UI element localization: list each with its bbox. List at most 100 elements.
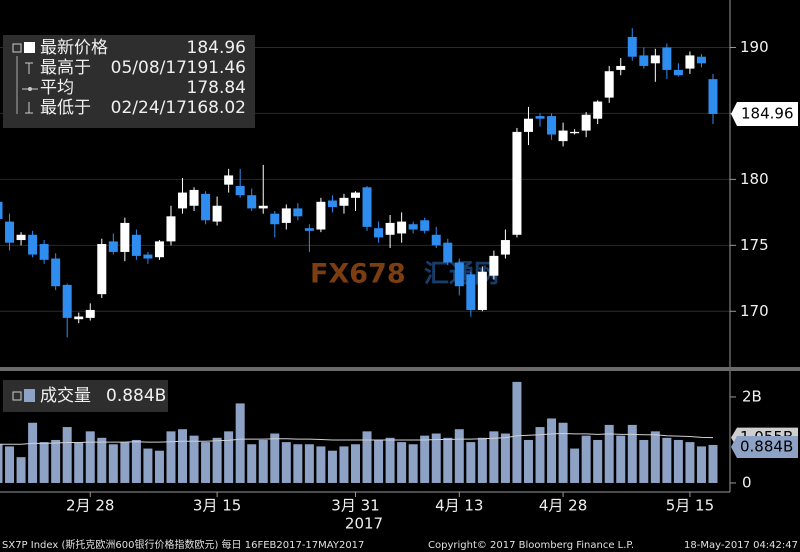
volume-bar [454,429,464,483]
volume-bar [489,431,499,483]
volume-label: 0.884B [740,437,793,455]
candle-body [570,131,580,134]
volume-bar [235,403,245,483]
volume-bar [189,435,199,483]
footer-middle: Copyright© 2017 Bloomberg Finance L.P. [428,540,634,551]
candle-body [581,114,591,131]
candle-body [51,258,61,287]
candle-body [558,130,568,142]
candle-body [362,187,372,227]
legend-date: 05/08/17 [111,58,187,78]
volume-bar [28,422,38,483]
volume-bar [593,439,603,483]
candle-body [120,222,130,252]
x-tick-label: 4月 13 [435,497,483,515]
candle-body [489,255,499,276]
candle-body [74,316,84,320]
candle-body [547,116,557,135]
legend-label: 最高于 [40,58,91,78]
footer-left: SX7P Index (斯托克欧洲600银行价格指数欧元) 每日 16FEB20… [2,538,364,551]
volume-bar [62,427,72,483]
candle-body [385,222,395,235]
candle-body [293,208,303,217]
candle-body [316,201,326,230]
legend-icon [24,42,35,53]
candle-body [108,241,118,252]
candle-body [512,131,522,235]
candle-body [685,55,695,69]
candle-body [189,189,199,206]
x-tick-label: 4月 28 [539,497,587,515]
candle-body [154,241,164,258]
candle-body [178,192,188,209]
candle-body [339,197,349,206]
volume-bar [708,444,718,483]
volume-bar [500,433,510,483]
volume-bar [397,442,407,483]
volume-bar [627,424,637,483]
volume-bar [420,435,430,483]
candle-body [281,208,291,223]
legend-toggle [12,391,22,401]
volume-bar [327,450,337,483]
volume-bar [293,444,303,483]
candle-body [500,240,510,255]
candle-body [466,274,476,310]
volume-bar [178,429,188,483]
candle-body [304,228,314,231]
volume-bar [339,446,349,483]
year-label: 2017 [345,515,383,533]
legend-value: 168.02 [187,98,246,118]
y2-tick-label: 2B [742,387,762,405]
volume-bar [523,439,533,483]
legend-icon [28,87,32,91]
legend-icon [25,102,33,114]
candle-body [39,244,49,260]
candle-body [374,228,384,238]
candle-body [535,116,545,119]
volume-bar [535,427,545,483]
candle-body [523,118,533,132]
y2-tick-label: 0 [742,473,752,491]
candle-body [708,79,718,114]
legend-toggle [12,43,22,53]
x-tick-label: 5月 15 [666,497,714,515]
candle-body [477,271,487,310]
volume-bar [374,439,384,483]
candle-body [62,284,72,318]
volume-bar [616,435,626,483]
volume-bar [154,450,164,483]
x-tick-label: 3月 15 [193,497,241,515]
volume-bar [74,442,84,483]
candle-body [351,192,360,198]
legend-label: 成交量 [40,386,91,406]
x-tick-label: 3月 31 [331,497,379,515]
candle-body [443,242,453,263]
volume-bar [685,442,695,483]
volume-bar [51,439,61,483]
legend-date: 02/24/17 [111,98,187,118]
candle-body [327,200,337,208]
candle-body [408,224,418,230]
volume-bar [650,431,660,483]
candle-body [16,234,26,241]
volume-bar [362,431,372,483]
volume-bar [581,435,591,483]
volume-bar [477,437,487,483]
volume-bar [570,448,580,483]
volume-bar [85,431,95,483]
volume-bar [466,442,476,483]
volume-bar [39,442,49,483]
volume-bar [604,424,614,483]
candle-body [85,309,95,318]
watermark: FX678 [310,259,406,290]
y-tick-label: 180 [740,170,769,188]
legend-value: 184.96 [187,38,246,58]
last-price-label: 184.96 [741,104,794,122]
candle-body [420,220,430,231]
volume-bar [316,446,326,483]
volume-bar [166,431,176,483]
volume-bar [547,418,557,483]
candle-body [593,101,603,119]
